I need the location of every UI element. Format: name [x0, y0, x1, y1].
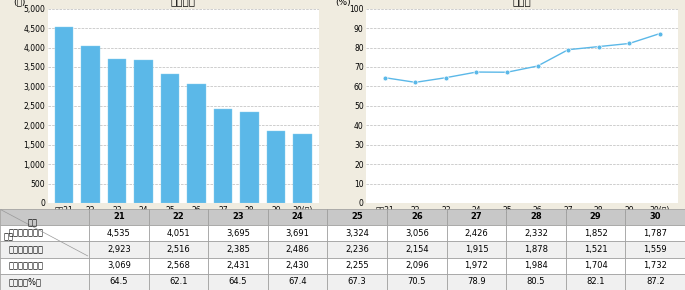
Bar [108, 59, 126, 203]
Text: (%): (%) [336, 0, 351, 7]
Bar [134, 59, 153, 203]
Bar [214, 109, 232, 203]
Bar [81, 46, 100, 203]
Text: (件): (件) [13, 0, 25, 7]
Bar [55, 27, 73, 203]
Bar [240, 113, 259, 203]
Text: 年次: 年次 [27, 219, 38, 228]
Title: 検挙率: 検挙率 [513, 0, 532, 7]
Title: 認知件数: 認知件数 [171, 0, 196, 7]
Bar [266, 131, 286, 203]
Bar [161, 74, 179, 203]
Bar [187, 84, 206, 203]
Text: 区分: 区分 [3, 232, 14, 241]
Bar [293, 134, 312, 203]
